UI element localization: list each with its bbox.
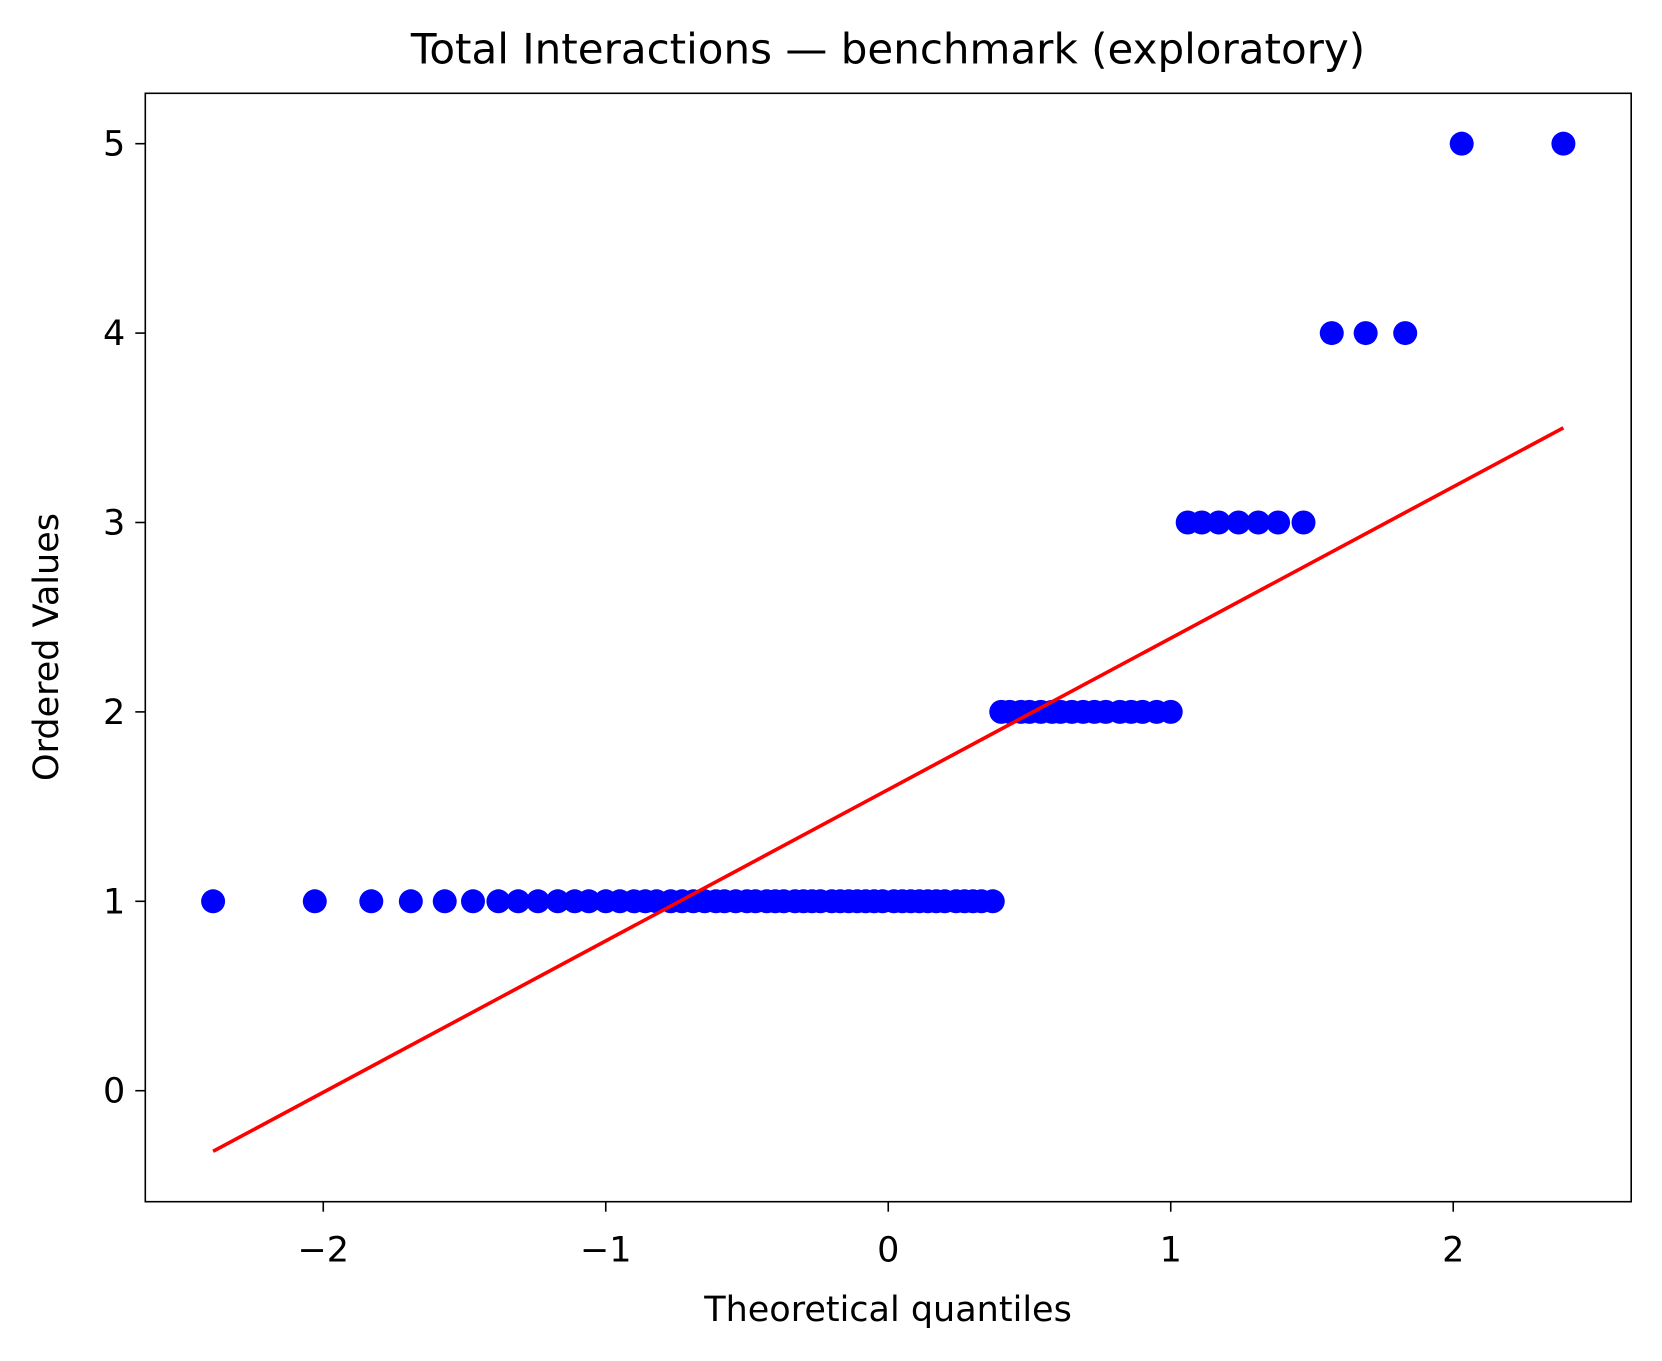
data-point [506,889,531,914]
data-point [545,889,570,914]
data-point [460,889,485,914]
y-axis-label: Ordered Values [27,513,67,781]
data-point [486,889,511,914]
y-tick-label: 5 [103,125,125,165]
chart-title: Total Interactions — benchmark (explorat… [410,25,1365,74]
data-point [1266,510,1291,535]
data-point [1393,321,1418,346]
x-tick-label: −1 [580,1231,632,1271]
data-point [1189,510,1214,535]
data-point [1226,510,1251,535]
data-point [201,889,226,914]
data-point [398,889,423,914]
x-tick-label: −2 [297,1231,349,1271]
data-point [980,889,1005,914]
data-point [1158,699,1183,724]
x-tick-label: 0 [877,1231,899,1271]
x-tick-label: 2 [1442,1231,1464,1271]
data-point [1206,510,1231,535]
data-point [1353,321,1378,346]
data-point [1291,510,1316,535]
data-point [1551,131,1576,156]
data-point [1319,321,1344,346]
data-point [302,889,327,914]
y-tick-label: 1 [103,882,125,922]
data-point [359,889,384,914]
data-point [1246,510,1271,535]
x-axis-label: Theoretical quantiles [703,1290,1072,1330]
plot-frame [144,92,1633,1203]
data-point [1449,131,1474,156]
y-tick-label: 3 [103,503,125,543]
y-tick-label: 2 [103,693,125,733]
fit-line [212,426,1565,1153]
data-point [432,889,457,914]
data-point [576,889,601,914]
x-tick-label: 1 [1160,1231,1182,1271]
y-tick-label: 4 [103,314,125,354]
y-tick-label: 0 [103,1072,125,1112]
data-point [525,889,550,914]
